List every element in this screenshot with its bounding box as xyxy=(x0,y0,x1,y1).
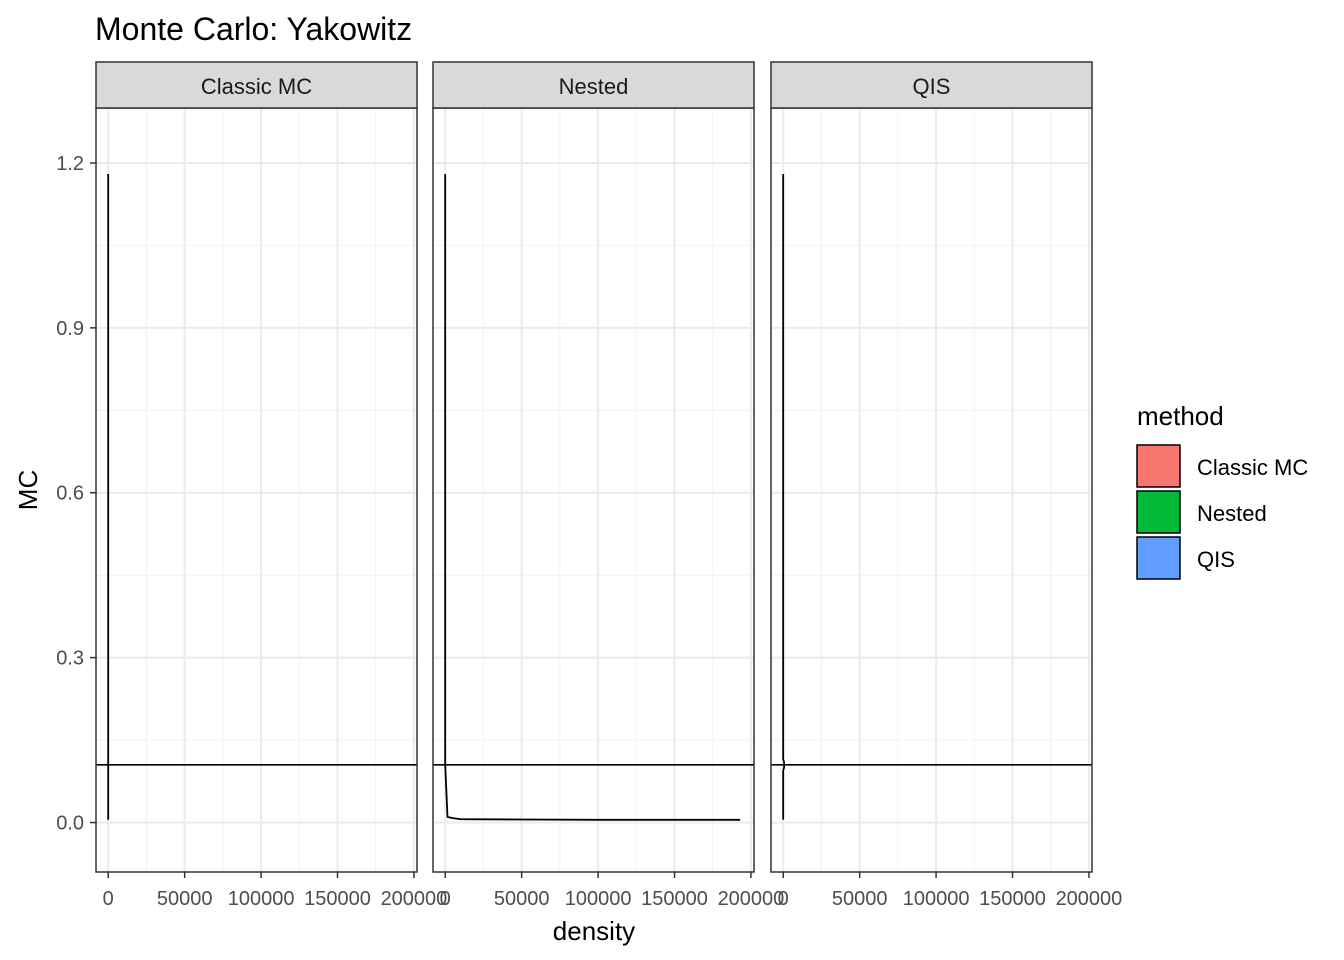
panel-background xyxy=(433,108,754,872)
panel-background xyxy=(771,108,1092,872)
facet-strip xyxy=(95,61,418,109)
facet-strip xyxy=(770,61,1093,109)
x-tick-label: 100000 xyxy=(903,888,970,910)
x-tick-label: 0 xyxy=(103,888,114,910)
facet-strip-label: Nested xyxy=(559,74,629,99)
legend-title: method xyxy=(1137,401,1224,431)
facet-panels: Classic MC0 50000 100000 150000 200000Nested… xyxy=(95,61,1123,910)
x-tick-label: 50000 xyxy=(832,888,888,910)
facet-panel: Classic MC 0 50000 100000 150000 200000 xyxy=(95,61,448,910)
x-tick-label: 50000 xyxy=(157,888,213,910)
facet-strip-label: QIS xyxy=(913,74,951,99)
y-tick-label: 0.9 xyxy=(56,318,84,340)
legend-swatch xyxy=(1136,536,1181,580)
x-tick-label: 100000 xyxy=(228,888,295,910)
x-tick-label: 150000 xyxy=(641,888,708,910)
y-tick-label: 0.3 xyxy=(56,648,84,670)
x-tick-label: 100000 xyxy=(565,888,632,910)
x-tick-label: 150000 xyxy=(304,888,371,910)
facet-strip-label: Classic MC xyxy=(201,74,312,99)
legend-label: QIS xyxy=(1197,547,1235,572)
x-axis-title: density xyxy=(553,916,635,946)
legend-label: Nested xyxy=(1197,501,1267,526)
facet-panel: QIS 0 50000 100000 150000 200000 xyxy=(770,61,1123,910)
panel-background xyxy=(96,108,417,872)
y-axis-title: MC xyxy=(13,470,43,510)
legend-swatch xyxy=(1136,490,1181,534)
x-tick-label: 200000 xyxy=(718,888,785,910)
legend: method Classic MC Nested QIS xyxy=(1136,401,1308,580)
facet-panel: Nested 0 50000 100000 150000 200000 xyxy=(432,61,785,910)
y-tick-label: 0.6 xyxy=(56,483,84,505)
series-line xyxy=(782,174,785,820)
legend-label: Classic MC xyxy=(1197,455,1308,480)
x-tick-label: 150000 xyxy=(979,888,1046,910)
facet-strip xyxy=(432,61,755,109)
x-tick-label: 0 xyxy=(440,888,451,910)
x-tick-label: 200000 xyxy=(381,888,448,910)
series-line xyxy=(444,174,741,821)
x-tick-label: 50000 xyxy=(494,888,550,910)
y-axis: 0.0 0.3 0.6 0.9 1.2 xyxy=(56,153,96,835)
chart-title: Monte Carlo: Yakowitz xyxy=(95,11,412,47)
legend-swatch xyxy=(1136,444,1181,488)
x-tick-label: 200000 xyxy=(1056,888,1123,910)
x-tick-label: 0 xyxy=(778,888,789,910)
y-tick-label: 1.2 xyxy=(56,153,84,175)
y-tick-label: 0.0 xyxy=(56,813,84,835)
